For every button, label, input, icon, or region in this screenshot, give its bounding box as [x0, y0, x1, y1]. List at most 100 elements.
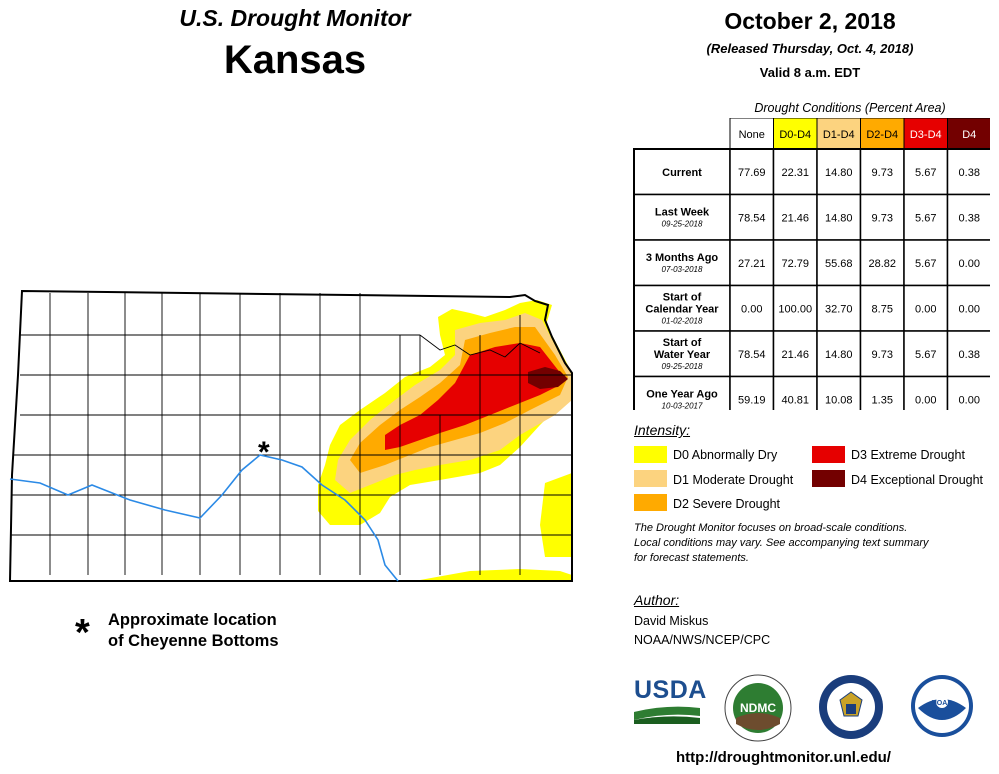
table-cell [859, 375, 905, 410]
table-cell-value: 1.35 [872, 394, 893, 406]
table-header-cell [860, 118, 905, 150]
usda-logo: USDA [634, 676, 707, 704]
table-row-label: Last Week [655, 206, 710, 218]
table-cell-value: 5.67 [915, 212, 936, 224]
legend-swatch-d0 [634, 446, 667, 463]
table-header-cell [816, 118, 861, 150]
table-row-date: 10-03-2017 [662, 401, 703, 410]
table-cell-value: 9.73 [872, 212, 893, 224]
table-header-d4: D4 [962, 129, 976, 141]
table-header-cell [729, 118, 774, 150]
table-row-date: 09-25-2018 [662, 219, 703, 228]
table-header-d3-d4: D3-D4 [910, 129, 942, 141]
cheyenne-bottoms-label-line2: of Cheyenne Bottoms [108, 632, 279, 650]
table-cell [946, 330, 990, 378]
note-line-2: Local conditions may vary. See accompany… [634, 537, 929, 549]
table-cell [729, 284, 775, 332]
table-cell-value: 14.80 [825, 167, 853, 179]
table-cell [816, 284, 862, 332]
legend-title: Intensity: [634, 422, 691, 438]
table-row-label: Water Year [654, 349, 711, 361]
cheyenne-bottoms-marker: * [258, 436, 270, 469]
table-row-label-cell [633, 193, 731, 241]
kansas-drought-map: * [8, 289, 573, 582]
table-cell-value: 55.68 [825, 258, 853, 270]
table-row-label: Start of [663, 291, 702, 303]
noaa-logo: NOAA [911, 675, 973, 737]
noaa-logo-text: NOAA [932, 700, 953, 707]
table-cell-value: 22.31 [781, 167, 809, 179]
release-date: (Released Thursday, Oct. 4, 2018) [706, 41, 914, 56]
table-row-date: 07-03-2018 [662, 265, 703, 274]
table-cell-value: 14.80 [825, 349, 853, 361]
county-boundaries [10, 293, 572, 575]
table-cell [772, 284, 818, 332]
arkansas-river [9, 454, 399, 582]
table-cell [772, 375, 818, 410]
table-cell-value: 0.38 [959, 167, 980, 179]
note-line-1: The Drought Monitor focuses on broad-sca… [634, 522, 908, 534]
table-cell [816, 239, 862, 287]
ndmc-logo-text: NDMC [740, 701, 776, 715]
table-row-date: 09-25-2018 [662, 362, 703, 371]
legend-swatch-d4 [812, 470, 845, 487]
table-cell-value: 0.00 [741, 303, 762, 315]
table-cell [946, 375, 990, 410]
legend-label-d0: D0 Abnormally Dry [673, 448, 778, 462]
table-cell-value: 0.38 [959, 212, 980, 224]
table-cell [729, 193, 775, 241]
table-row-label-cell [633, 284, 731, 332]
table-cell [816, 375, 862, 410]
cheyenne-bottoms-star-icon: * [75, 612, 90, 654]
ndmc-logo: NDMC [724, 674, 792, 742]
table-cell-value: 78.54 [738, 349, 766, 361]
table-cell-value: 10.08 [825, 394, 853, 406]
table-row-date: 01-02-2018 [662, 316, 703, 325]
table-cell-value: 100.00 [778, 303, 812, 315]
table-cell-value: 32.70 [825, 303, 853, 315]
table-cell-value: 40.81 [781, 394, 809, 406]
table-cell [729, 148, 775, 196]
table-cell-value: 78.54 [738, 212, 766, 224]
table-row-label-cell [633, 148, 731, 196]
table-row-label: One Year Ago [646, 388, 718, 400]
table-cell [903, 284, 949, 332]
table-cell-value: 0.00 [915, 394, 936, 406]
table-cell-value: 9.73 [872, 167, 893, 179]
table-cell [903, 193, 949, 241]
d3-area [385, 343, 560, 450]
table-cell-value: 8.75 [872, 303, 893, 315]
table-cell-value: 5.67 [915, 349, 936, 361]
usda-logo-swoosh [634, 706, 700, 724]
table-cell-value: 5.67 [915, 167, 936, 179]
table-cell-value: 0.00 [915, 303, 936, 315]
table-cell-value: 5.67 [915, 258, 936, 270]
legend-label-d1: D1 Moderate Drought [673, 473, 794, 487]
table-cell [772, 193, 818, 241]
table-header-none: None [739, 129, 765, 141]
table-row-label: Calendar Year [645, 303, 719, 315]
table-cell [903, 330, 949, 378]
drought-conditions-table: None D0-D4 D1-D4 D2-D4 D3-D4 D4 Current 77.69 22… [633, 118, 990, 410]
table-header-d0-d4: D0-D4 [779, 129, 811, 141]
table-cell-value: 59.19 [738, 394, 766, 406]
cheyenne-bottoms-label-line1: Approximate location [108, 611, 277, 629]
table-cell-value: 27.21 [738, 258, 766, 270]
legend-label-d2: D2 Severe Drought [673, 497, 781, 511]
legend-label-d3: D3 Extreme Drought [851, 448, 965, 462]
author-heading: Author: [634, 592, 680, 608]
table-cell-value: 0.38 [959, 349, 980, 361]
table-cell-value: 21.46 [781, 212, 809, 224]
table-cell [729, 330, 775, 378]
table-cell-value: 0.00 [959, 394, 980, 406]
table-row-label: 3 Months Ago [646, 252, 719, 264]
state-title: Kansas [223, 38, 367, 82]
doc-seal-logo [819, 675, 883, 739]
legend-swatch-d3 [812, 446, 845, 463]
table-header-cell [903, 118, 948, 150]
website-link[interactable]: http://droughtmonitor.unl.edu/ [676, 749, 891, 766]
legend-label-d4: D4 Exceptional Drought [851, 473, 984, 487]
table-cell-value: 28.82 [868, 258, 896, 270]
table-caption: Drought Conditions (Percent Area) [754, 101, 946, 115]
valid-time: Valid 8 a.m. EDT [759, 65, 861, 80]
